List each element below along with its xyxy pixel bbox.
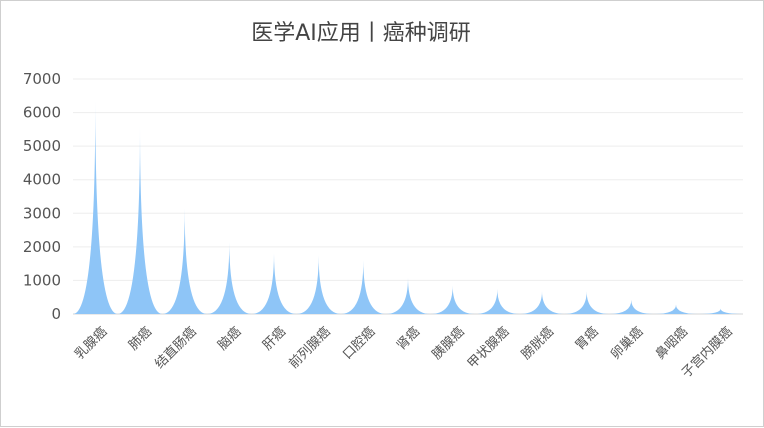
x-tick-label: 脑癌	[215, 324, 245, 354]
y-tick-label: 7000	[23, 70, 61, 88]
x-tick-label: 胰腺癌	[429, 324, 468, 363]
x-tick-label: 前列腺癌	[286, 324, 334, 372]
x-tick-label: 肝癌	[259, 324, 289, 354]
bar-10[interactable]	[475, 288, 520, 314]
x-tick-label: 结直肠癌	[152, 324, 200, 372]
x-tick-label: 胃癌	[572, 324, 602, 354]
bar-2[interactable]	[117, 126, 163, 314]
bar-4[interactable]	[207, 241, 252, 314]
chart-title: 医学AI应用丨癌种调研	[251, 21, 471, 46]
y-tick-label: 1000	[23, 271, 61, 289]
y-tick-label: 5000	[23, 137, 61, 155]
y-tick-label: 2000	[23, 238, 61, 256]
x-tick-label: 膀胱癌	[518, 324, 557, 363]
bar-6[interactable]	[296, 255, 341, 314]
bar-11[interactable]	[519, 291, 565, 314]
x-tick-label: 甲状腺癌	[464, 324, 512, 372]
bar-1[interactable]	[73, 100, 118, 314]
y-tick-label: 0	[51, 305, 61, 323]
x-tick-label: 口腔癌	[339, 324, 378, 363]
x-tick-label: 鼻咽癌	[652, 324, 691, 363]
bar-14[interactable]	[653, 304, 699, 314]
bar-3[interactable]	[162, 208, 207, 314]
bar-5[interactable]	[251, 251, 297, 314]
y-tick-label: 6000	[23, 104, 61, 122]
x-tick-label: 卵巢癌	[607, 324, 646, 363]
bar-9[interactable]	[430, 285, 475, 314]
bar-13[interactable]	[609, 299, 654, 314]
x-tick-label: 乳腺癌	[71, 324, 110, 363]
bar-7[interactable]	[341, 260, 386, 314]
bar-8[interactable]	[385, 277, 431, 314]
y-tick-label: 3000	[23, 204, 61, 222]
series-marks	[73, 100, 743, 314]
y-axis: 0 1000 2000 3000 4000 5000 6000 7000	[23, 70, 61, 323]
y-tick-label: 4000	[23, 171, 61, 189]
x-tick-label: 肺癌	[125, 324, 155, 354]
bar-15[interactable]	[698, 308, 743, 314]
x-tick-label: 肾癌	[393, 324, 423, 354]
bar-12[interactable]	[564, 291, 609, 314]
